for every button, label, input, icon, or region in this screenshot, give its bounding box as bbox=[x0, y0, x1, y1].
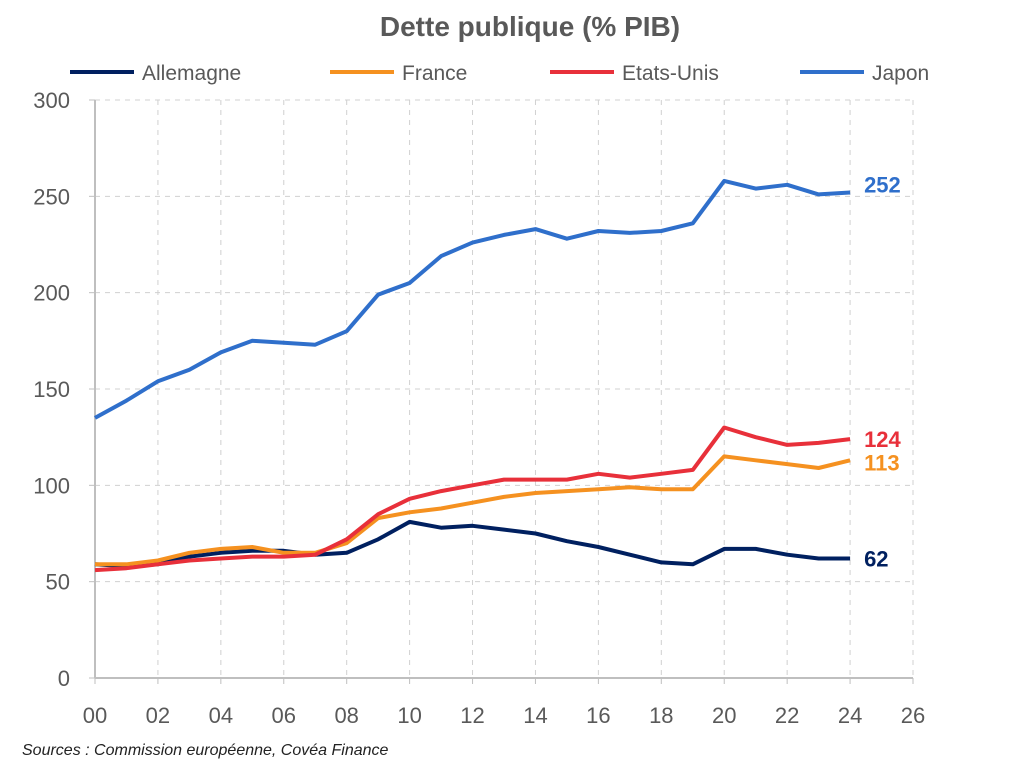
x-tick-label: 12 bbox=[460, 703, 484, 728]
x-tick-label: 10 bbox=[397, 703, 421, 728]
end-value-label: 62 bbox=[864, 547, 888, 572]
chart-title: Dette publique (% PIB) bbox=[380, 11, 680, 42]
legend-label: Japon bbox=[872, 62, 929, 85]
y-tick-label: 200 bbox=[33, 281, 70, 306]
x-tick-label: 04 bbox=[209, 703, 233, 728]
axes: 0 50 100 150 200 250 300 00 02 04 06 08 10 12 14 16 18 20… bbox=[33, 88, 925, 728]
x-tick-label: 16 bbox=[586, 703, 610, 728]
legend-item-france: France bbox=[330, 62, 467, 85]
y-tick-label: 100 bbox=[33, 473, 70, 498]
end-value-label: 124 bbox=[864, 427, 901, 452]
grid bbox=[95, 99, 914, 678]
y-tick-label: 250 bbox=[33, 184, 70, 209]
x-tick-label: 00 bbox=[83, 703, 107, 728]
series-line-japon bbox=[94, 178, 851, 420]
legend-label: France bbox=[402, 62, 467, 85]
legend-item-japon: Japon bbox=[800, 62, 929, 85]
series-line-etats-unis bbox=[94, 425, 851, 573]
x-tick-label: 06 bbox=[272, 703, 296, 728]
x-tick-label: 24 bbox=[838, 703, 862, 728]
x-tick-label: 26 bbox=[901, 703, 925, 728]
series-line-france bbox=[95, 454, 851, 567]
y-tick-label: 50 bbox=[46, 570, 70, 595]
legend-label: Etats-Unis bbox=[622, 62, 719, 85]
x-tick-label: 20 bbox=[712, 703, 736, 728]
x-tick-label: 02 bbox=[146, 703, 170, 728]
x-tick-label: 22 bbox=[775, 703, 799, 728]
source-note: Sources : Commission européenne, Covéa F… bbox=[22, 742, 389, 759]
legend-item-allemagne: Allemagne bbox=[70, 62, 241, 85]
end-value-label: 252 bbox=[864, 172, 901, 197]
x-tick-label: 14 bbox=[523, 703, 547, 728]
series-line-allemagne bbox=[94, 519, 851, 569]
x-tick-label: 08 bbox=[334, 703, 358, 728]
x-tick-label: 18 bbox=[649, 703, 673, 728]
y-tick-label: 0 bbox=[58, 666, 70, 691]
legend: Allemagne France Etats-Unis Japon bbox=[70, 62, 929, 85]
y-tick-label: 150 bbox=[33, 377, 70, 402]
y-tick-label: 300 bbox=[33, 88, 70, 113]
end-value-label: 113 bbox=[864, 450, 900, 475]
legend-item-etats-unis: Etats-Unis bbox=[550, 62, 719, 85]
legend-label: Allemagne bbox=[142, 62, 241, 85]
